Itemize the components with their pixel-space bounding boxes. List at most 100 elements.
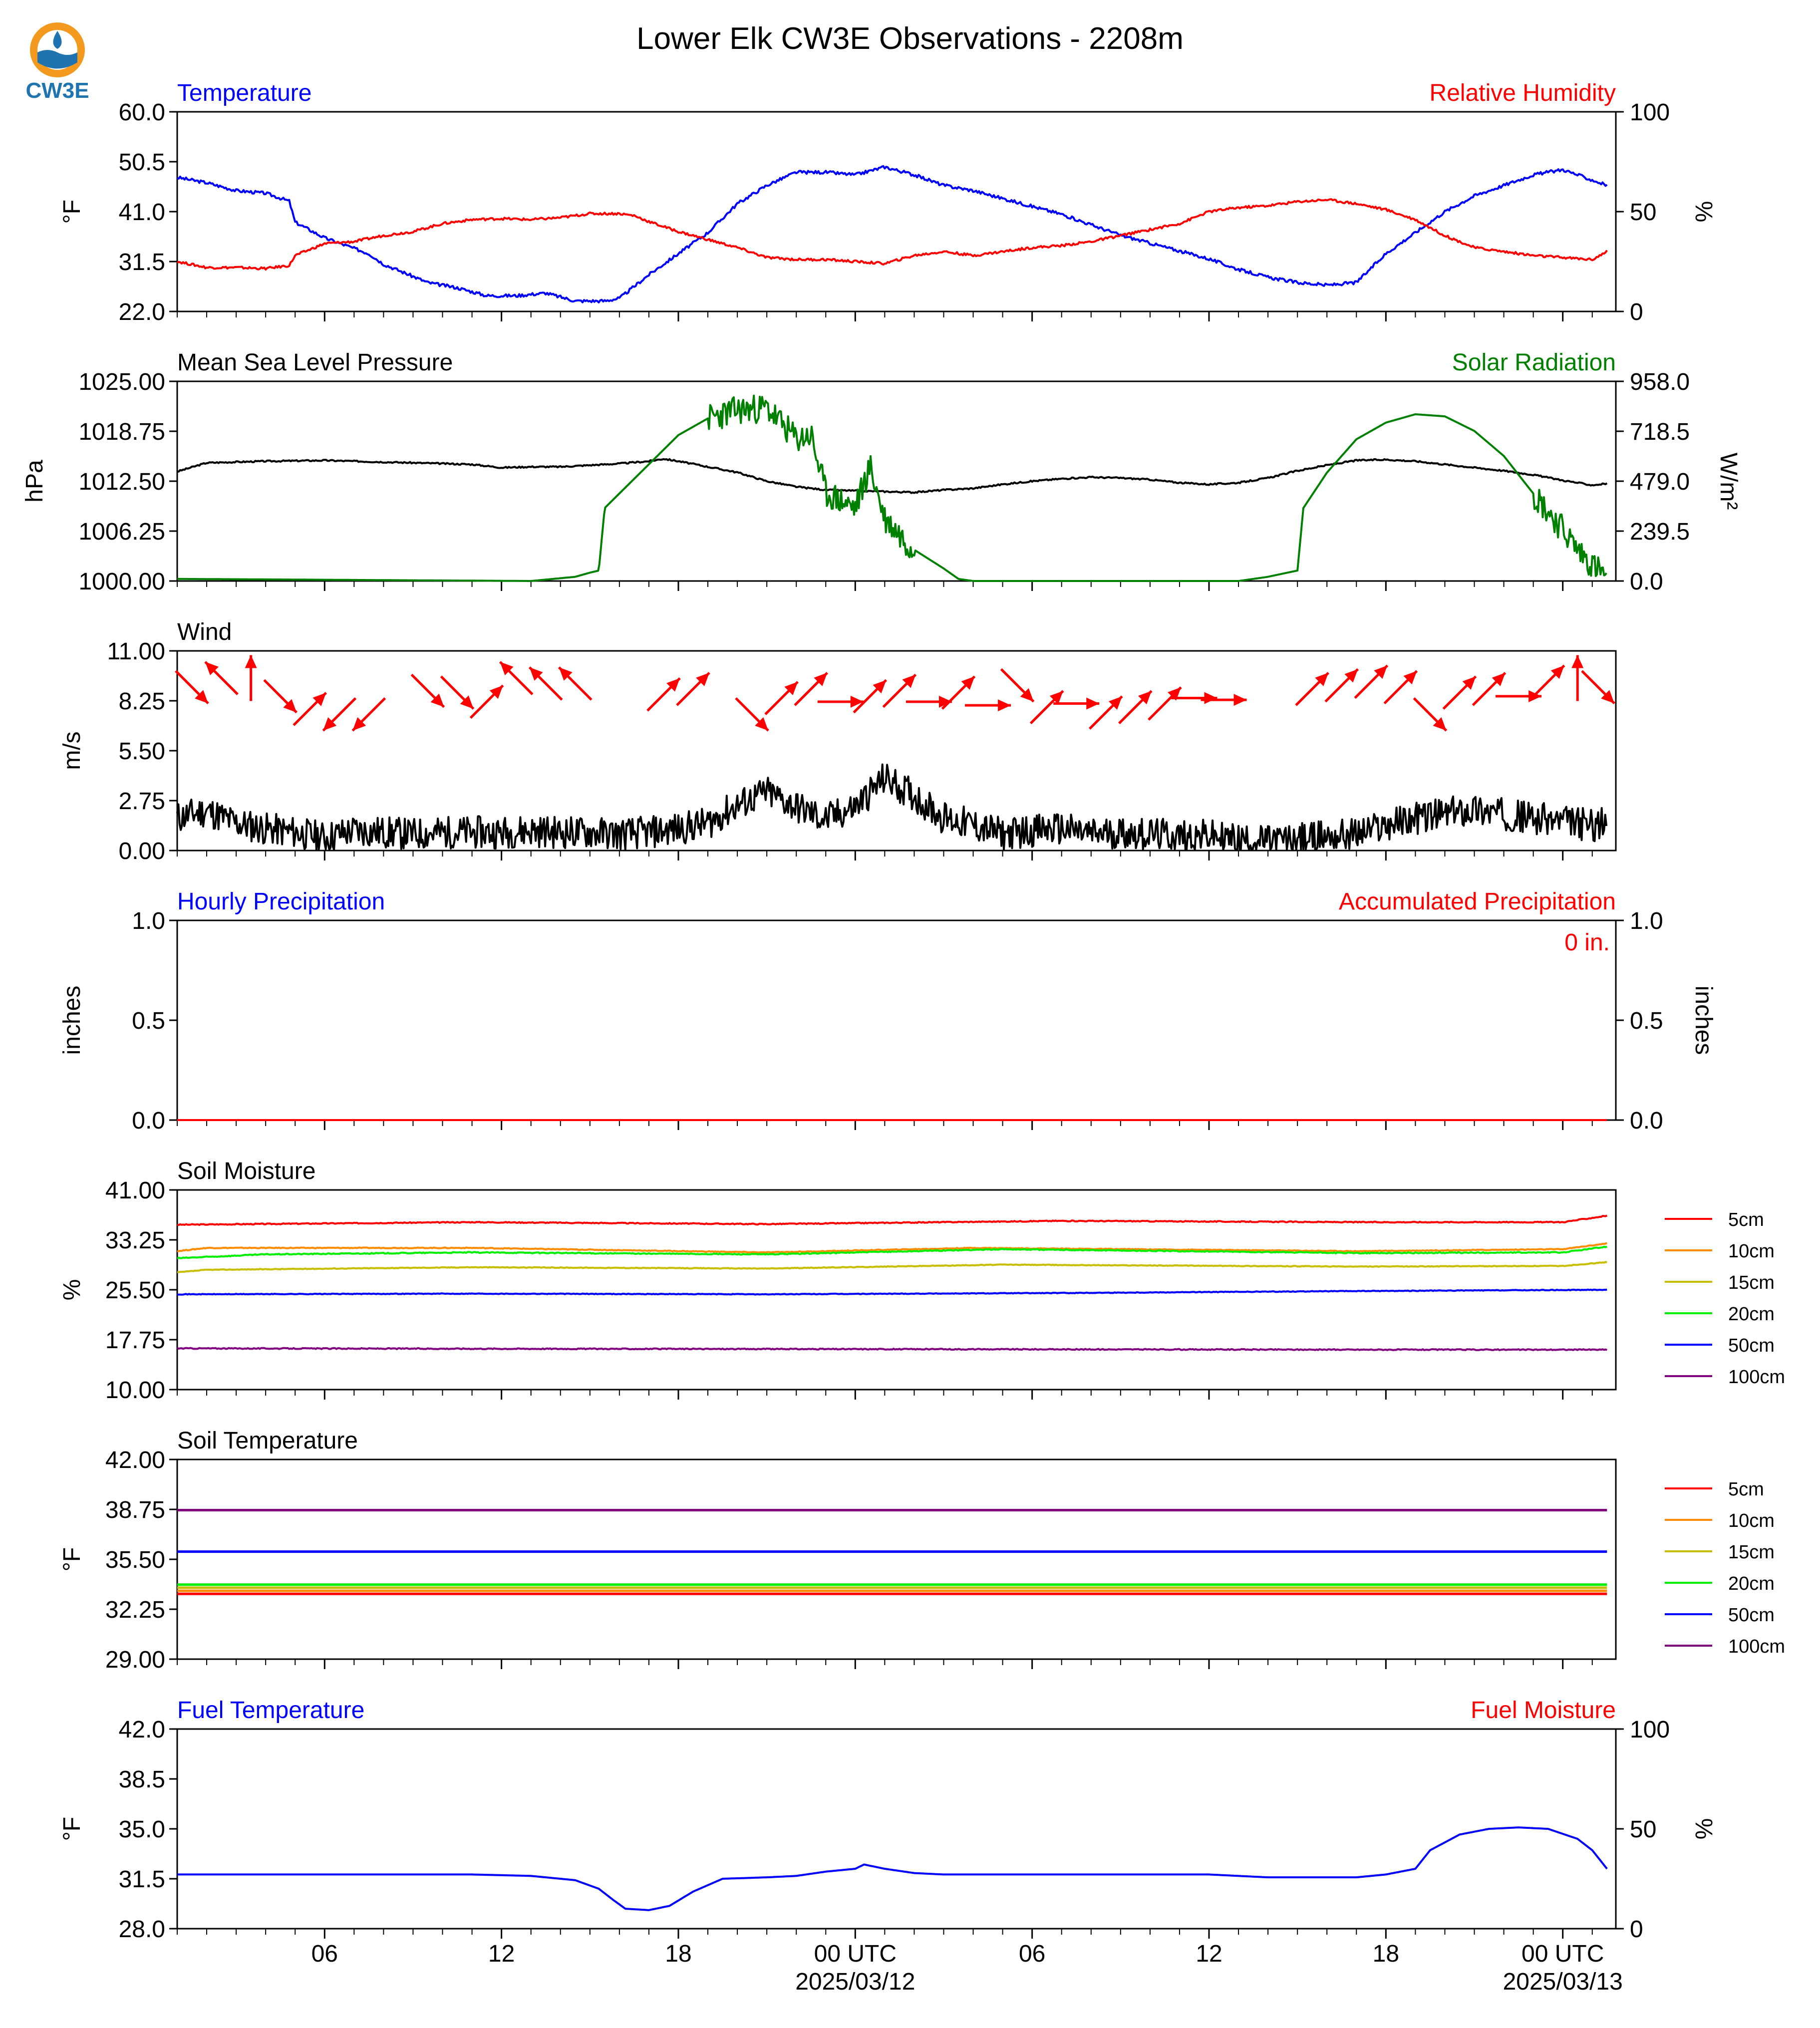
y-tick-label-right: 239.5 — [1630, 519, 1690, 545]
legend-label: 15cm — [1728, 1272, 1775, 1293]
y-axis-label-left: hPa — [21, 460, 48, 503]
y-tick-label: 0.0 — [132, 1108, 165, 1134]
legend-label: 10cm — [1728, 1510, 1775, 1531]
y-tick-label: 8.25 — [119, 688, 165, 715]
legend-label: 5cm — [1728, 1479, 1764, 1500]
y-tick-label-right: 479.0 — [1630, 469, 1690, 495]
wind-arrow — [263, 679, 298, 714]
y-tick-label: 1018.75 — [78, 419, 165, 445]
wind-arrow-head — [1086, 697, 1100, 710]
x-tick-label: 18 — [665, 1941, 691, 1967]
wind-arrows — [175, 655, 1615, 732]
y-tick-label: 11.00 — [107, 638, 165, 665]
series-line-20cm — [177, 1245, 1608, 1259]
plot-frame — [176, 111, 1617, 312]
x-tick-label: 18 — [1373, 1941, 1399, 1967]
legend-label: 50cm — [1728, 1605, 1775, 1626]
panel-title-left: Temperature — [177, 80, 311, 106]
wind-arrow-head — [1138, 691, 1152, 705]
y-tick-label-right: 0 — [1630, 1916, 1643, 1943]
y-axis-label-left: °F — [59, 1817, 85, 1841]
wind-arrow-head — [312, 692, 326, 706]
y-tick-label: 35.50 — [105, 1547, 165, 1573]
y-tick-label: 38.5 — [119, 1766, 165, 1793]
wind-arrow — [853, 679, 888, 714]
wind-arrow-head — [1550, 665, 1564, 679]
wind-arrow — [1354, 664, 1389, 699]
series-line-temperature — [177, 165, 1608, 303]
cw3e-logo: CW3E — [25, 22, 89, 103]
y-tick-label: 1.0 — [132, 908, 165, 934]
wind-arrow-head — [1601, 690, 1615, 704]
y-tick-label: 42.0 — [119, 1717, 165, 1743]
panel-temperature: Temperature Relative Humidity 22.0 31.5 41.0… — [59, 80, 1717, 325]
y-tick-label: 31.5 — [119, 249, 165, 276]
y-tick-label: 1006.25 — [78, 519, 165, 545]
wind-arrow — [1383, 670, 1418, 705]
legend-label: 5cm — [1728, 1209, 1764, 1230]
wind-arrow — [1118, 690, 1153, 725]
series-line-15cm — [177, 1261, 1607, 1273]
wind-arrow — [469, 684, 504, 719]
legend: 5cm 10cm 15cm 20cm 50cm 100cm — [1665, 1209, 1785, 1388]
legend-label: 20cm — [1728, 1573, 1775, 1594]
legend-label: 10cm — [1728, 1241, 1775, 1262]
y-tick-label-right: 718.5 — [1630, 419, 1690, 445]
wind-arrow-head — [245, 655, 257, 668]
wind-arrow-head — [873, 680, 887, 694]
y-tick-label-right: 50 — [1630, 1816, 1656, 1843]
y-tick-label: 22.0 — [119, 299, 165, 325]
panel-soil_moisture: Soil Moisture 10.00 17.75 25.50 33.25 41.00% 5… — [59, 1158, 1785, 1404]
y-axis-label-left: m/s — [59, 731, 85, 770]
x-tick-label: 12 — [1196, 1941, 1222, 1967]
panel-title-right: Relative Humidity — [1430, 80, 1616, 106]
wind-arrow — [1581, 670, 1615, 705]
wind-arrow — [528, 666, 563, 701]
legend-label: 100cm — [1728, 1367, 1785, 1388]
panel-fuel: Fuel Temperature Fuel Moisture 28.0 31.5 35.… — [59, 1697, 1717, 1995]
y-tick-label: 0.5 — [132, 1008, 165, 1034]
y-tick-label-right: 1.0 — [1630, 908, 1663, 934]
x-date-label: 2025/03/13 — [1503, 1969, 1623, 1995]
legend-label: 50cm — [1728, 1335, 1775, 1356]
chart-title: Lower Elk CW3E Observations - 2208m — [636, 21, 1184, 56]
plot-frame — [176, 1189, 1617, 1391]
panel-wind: Wind 0.00 2.75 5.50 8.25 11.00 m/s — [59, 619, 1617, 865]
y-axis-label-right: % — [1690, 1818, 1717, 1840]
panel-soil_temperature: Soil Temperature 29.00 32.25 35.50 38.75 42.0… — [59, 1428, 1785, 1673]
wind-arrow-head — [460, 695, 474, 709]
plot-frame — [176, 380, 1617, 582]
wind-arrow — [293, 692, 327, 726]
y-axis-label-right: W/m² — [1715, 453, 1742, 510]
y-tick-label-right: 50 — [1630, 199, 1656, 226]
wind-arrow-head — [1492, 672, 1506, 686]
x-tick-label: 00 UTC — [814, 1941, 897, 1967]
y-tick-label: 38.75 — [105, 1497, 165, 1523]
y-tick-label: 17.75 — [105, 1327, 165, 1354]
y-axis-label-left: °F — [59, 200, 85, 224]
plot-frame — [176, 1458, 1617, 1660]
series-line-solar-radiation — [177, 394, 1607, 582]
panel-title-right: Accumulated Precipitation — [1339, 888, 1616, 915]
y-tick-label: 28.0 — [119, 1916, 165, 1943]
y-tick-label: 35.0 — [119, 1816, 165, 1843]
x-date-label: 2025/03/12 — [795, 1969, 915, 1995]
wind-arrow — [965, 699, 1011, 712]
x-tick-label: 00 UTC — [1521, 1941, 1604, 1967]
y-axis-label-right: % — [1690, 201, 1717, 223]
wind-arrow — [1053, 697, 1100, 710]
wind-arrow — [410, 673, 445, 708]
y-tick-label: 1012.50 — [78, 469, 165, 495]
panel-title-left: Mean Sea Level Pressure — [177, 349, 453, 376]
panel-title-right: Fuel Moisture — [1471, 1697, 1616, 1724]
wind-arrow — [558, 666, 593, 701]
wind-arrow — [941, 675, 976, 710]
panel-title-left: Soil Temperature — [177, 1428, 358, 1454]
wind-arrow — [735, 697, 769, 732]
wind-arrow — [1442, 675, 1477, 710]
y-tick-label: 41.0 — [119, 199, 165, 226]
wind-arrow — [1295, 672, 1330, 706]
series-line-wind — [176, 763, 1608, 851]
y-axis-label-left: °F — [59, 1547, 85, 1572]
